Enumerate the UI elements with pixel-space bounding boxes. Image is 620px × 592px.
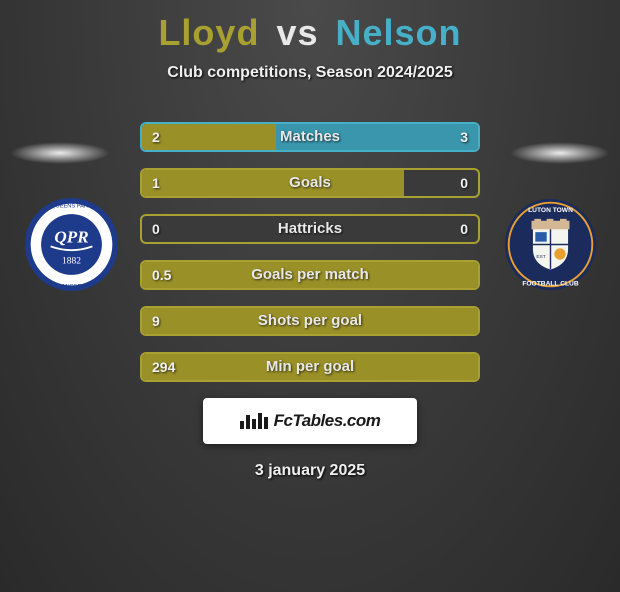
stat-row: 1Goals0 [140, 168, 480, 198]
stat-row: 9Shots per goal [140, 306, 480, 336]
vs-label: vs [276, 12, 318, 53]
svg-text:RANGERS: RANGERS [57, 284, 85, 290]
svg-text:QUEENS PARK: QUEENS PARK [51, 203, 92, 209]
qpr-badge-icon: QPR 1882 QUEENS PARK RANGERS [24, 197, 119, 292]
luton-badge-icon: EST LUTON TOWN FOOTBALL CLUB [503, 197, 598, 292]
left-logo-shadow [10, 142, 110, 164]
source-badge: FcTables.com [203, 398, 417, 444]
qpr-letters: QPR [54, 228, 88, 247]
stat-row: 0.5Goals per match [140, 260, 480, 290]
chart-icon [240, 413, 268, 429]
stat-bars: 2Matches31Goals00Hattricks00.5Goals per … [140, 122, 480, 382]
subtitle: Club competitions, Season 2024/2025 [0, 64, 620, 82]
stat-value-right: 0 [460, 216, 468, 242]
player2-name: Nelson [336, 12, 462, 53]
stat-value-right: 3 [460, 124, 468, 150]
date-label: 3 january 2025 [0, 462, 620, 480]
stat-label: Matches [142, 124, 478, 150]
player1-name: Lloyd [158, 12, 259, 53]
stat-label: Goals per match [142, 262, 478, 288]
team-right-logo: EST LUTON TOWN FOOTBALL CLUB [503, 197, 598, 292]
svg-text:LUTON TOWN: LUTON TOWN [528, 207, 573, 214]
stat-row: 294Min per goal [140, 352, 480, 382]
stat-label: Goals [142, 170, 478, 196]
svg-text:EST: EST [536, 254, 545, 260]
team-left-logo: QPR 1882 QUEENS PARK RANGERS [24, 197, 119, 292]
stat-row: 0Hattricks0 [140, 214, 480, 244]
stat-label: Hattricks [142, 216, 478, 242]
stat-row: 2Matches3 [140, 122, 480, 152]
comparison-title: Lloyd vs Nelson [0, 12, 620, 54]
content-area: QPR 1882 QUEENS PARK RANGERS EST LUTON T… [0, 122, 620, 480]
stat-label: Shots per goal [142, 308, 478, 334]
stat-value-right: 0 [460, 170, 468, 196]
badge-text: FcTables.com [274, 411, 381, 431]
right-logo-shadow [510, 142, 610, 164]
qpr-year: 1882 [62, 257, 81, 267]
svg-text:FOOTBALL CLUB: FOOTBALL CLUB [522, 280, 579, 287]
stat-label: Min per goal [142, 354, 478, 380]
